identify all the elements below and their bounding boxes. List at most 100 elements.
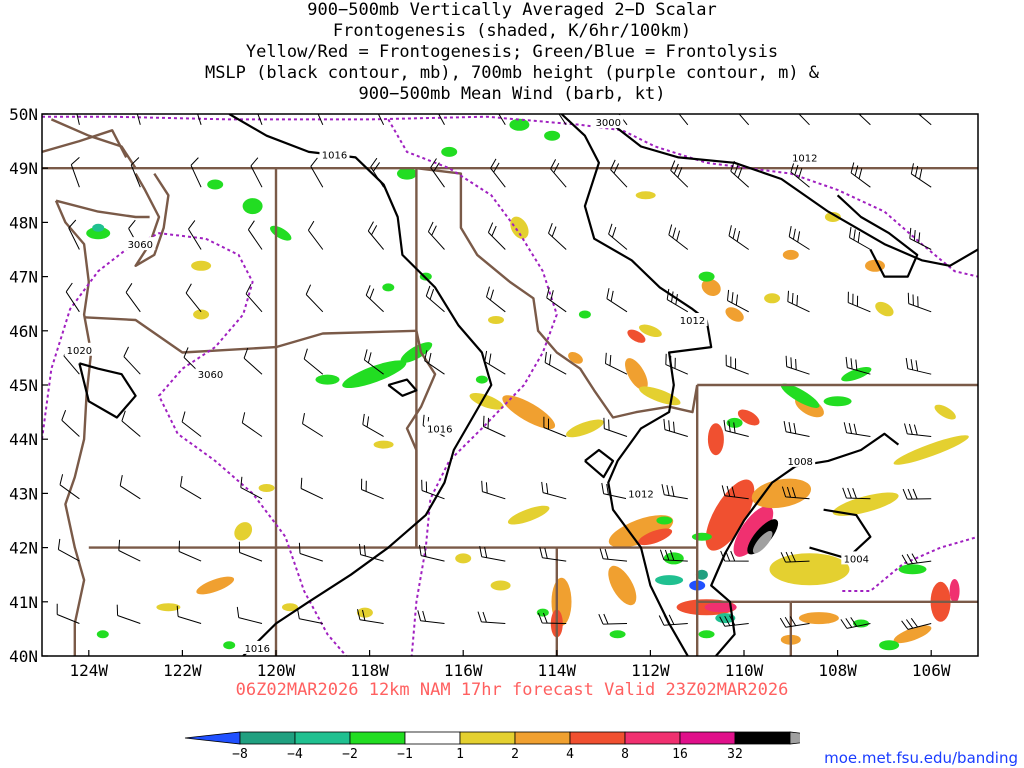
frontogenesis-cell [698,271,715,282]
wind-barb [65,282,80,313]
mslp-contour [78,362,137,419]
frontogenesis-cell [737,409,760,426]
wind-barb [361,478,384,500]
wind-barb [59,474,80,500]
contour-label: 1016 [322,151,347,162]
contour-label-bg [64,342,95,356]
wind-barb [548,223,567,250]
wind-barb [483,415,506,437]
wind-barb [780,551,810,563]
wind-barb [419,544,445,562]
lat-tick-label: 41N [9,593,38,612]
frontogenesis-cell [242,198,263,215]
frontogenesis-cell [193,309,210,320]
wind-barb [243,347,263,375]
wind-barb [181,411,202,437]
frontogenesis-cell [469,392,504,410]
wind-barb [305,284,324,313]
wind-barb [666,288,689,313]
wind-barb [779,616,810,628]
wind-barb [257,114,263,125]
contour-label: 1012 [628,489,653,500]
contour-label-bg [789,150,820,164]
wind-barb [57,538,80,562]
contour-label: 1020 [67,346,92,357]
contour-label-bg [677,313,708,326]
wind-barb [901,553,932,565]
wind-barb [70,157,80,188]
frontogenesis-cell [356,607,373,618]
wind-barb [241,412,263,437]
frontogenesis-cell [315,374,340,385]
frontogenesis-cell [733,505,774,557]
colorbar-segment [514,731,571,745]
colorbar-label: −8 [232,747,248,762]
frontogenesis-cell [544,130,561,141]
wind-barb [178,540,202,562]
contour-label: 1016 [427,424,452,435]
colorbar-segment [404,731,461,745]
mslp-contour [387,378,418,397]
frontogenesis-cell [86,227,111,240]
lat-tick-label: 47N [9,268,38,287]
wind-barb [907,292,932,313]
wind-barb [843,422,871,437]
wind-barb [121,410,141,437]
frontogenesis-cell [536,608,549,617]
frontogenesis-cell [698,630,715,639]
border-line [54,200,93,656]
frontogenesis-cell [92,223,105,232]
frontogenesis-cell [638,324,662,338]
wind-barb [543,416,567,437]
credit-link[interactable]: moe.met.fsu.edu/banding [824,749,1018,767]
border-line [50,118,137,169]
lat-tick-label: 43N [9,484,38,503]
wind-barb [606,288,628,313]
wind-barb [116,604,141,624]
wind-barb [438,114,445,126]
wind-barb [598,613,628,625]
frontogenesis-cell [507,505,550,525]
wind-barb [858,114,871,126]
frontogenesis-cell [196,576,235,595]
wind-barb [719,615,749,627]
wind-barb [850,162,871,188]
contour-labels: 3000 1016 1012 3060 1012 1020 3060 1016 1008 1012… [64,115,872,655]
frontogenesis-cell [655,575,684,586]
border-line [134,172,170,267]
frontogenesis-cell [373,440,394,449]
frontogenesis-cell [832,492,899,516]
frontogenesis-cell [488,316,504,324]
border-line [416,167,699,419]
frontogenesis-cell [639,386,681,406]
wind-barb [544,351,567,375]
mslp-contours [78,114,978,656]
mslp-contour [809,508,872,560]
wind-barb [367,221,384,250]
wind-barb [303,348,324,375]
lat-tick-label: 50N [9,105,38,124]
frontogenesis-cell [608,565,637,606]
wind-barb [723,419,749,437]
contour-label: 3000 [596,118,621,129]
wind-barb [787,290,810,313]
wind-barb [738,114,750,126]
colorbar-segment [349,731,406,745]
colorbar-label: 2 [511,747,519,762]
lat-tick-label: 48N [9,213,38,232]
wind-barb [245,283,263,313]
colorbar-segment [459,731,516,745]
wind-barb [901,618,932,630]
wind-barb [190,157,202,188]
wind-barb [118,539,141,562]
lat-tick-label: 42N [9,539,38,558]
wind-barb [481,480,506,500]
wind-barb [421,479,445,500]
colorbar-label: 16 [672,747,688,762]
wind-barb [728,225,749,250]
wind-barb [788,226,810,250]
colorbar-segment [624,731,681,745]
lat-tick-label: 45N [9,376,38,395]
contour-label-bg [785,453,816,467]
wind-barb [842,487,871,500]
